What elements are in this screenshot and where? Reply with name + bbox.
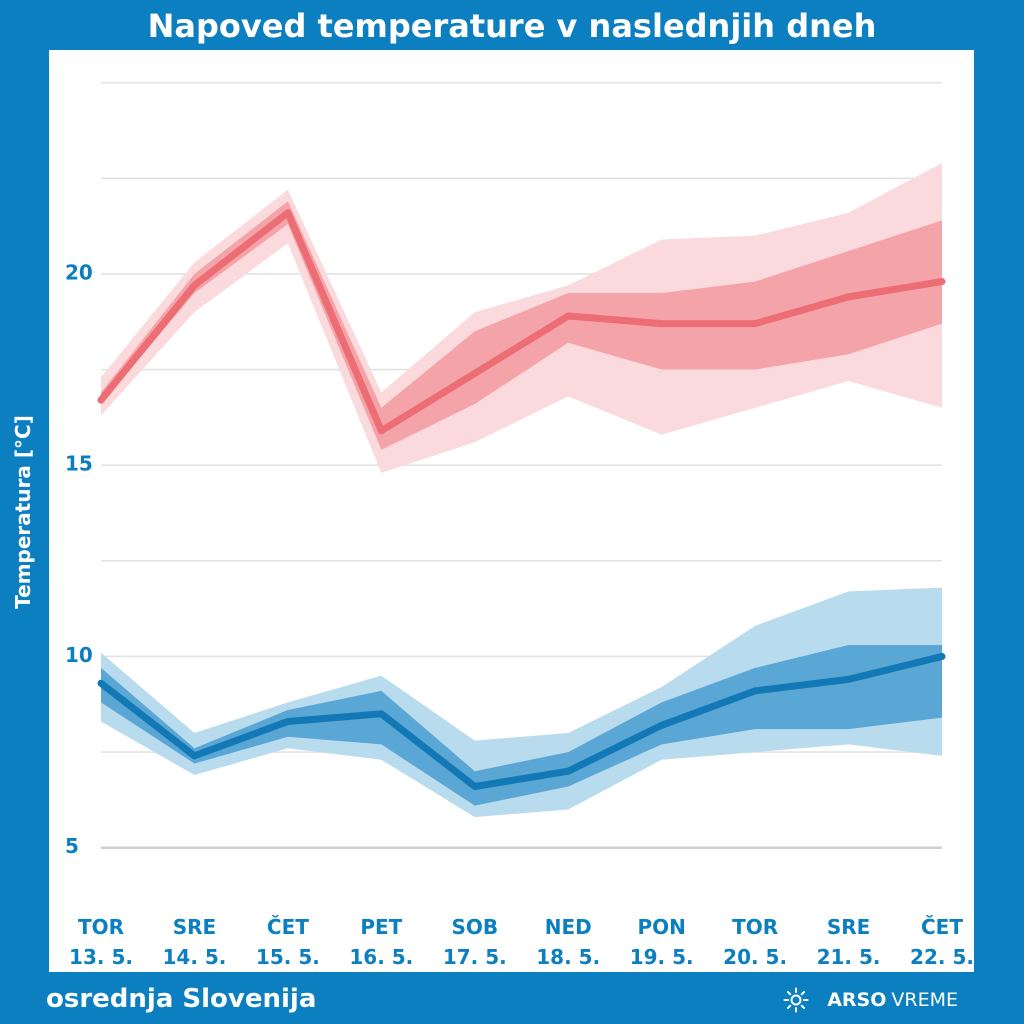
max-point xyxy=(660,322,664,326)
x-tick-day: ČET xyxy=(921,915,963,939)
x-tick-day: NED xyxy=(545,915,592,939)
region-label: osrednja Slovenija xyxy=(46,984,317,1014)
min-point xyxy=(847,677,851,681)
x-tick-date: 19. 5. xyxy=(630,945,694,969)
x-tick-day: PET xyxy=(360,915,402,939)
x-tick-date: 22. 5. xyxy=(910,945,974,969)
x-tick-date: 17. 5. xyxy=(443,945,507,969)
x-tick-date: 14. 5. xyxy=(162,945,226,969)
min-point xyxy=(940,654,944,658)
x-tick-day: PON xyxy=(637,915,685,939)
min-inner-band xyxy=(101,644,942,806)
max-point xyxy=(566,314,570,318)
x-tick-date: 21. 5. xyxy=(817,945,881,969)
brand-strong: ARSO xyxy=(827,989,887,1011)
max-point xyxy=(192,283,196,287)
x-tick-date: 20. 5. xyxy=(723,945,787,969)
x-tick-day: TOR xyxy=(732,915,778,939)
y-tick-label: 20 xyxy=(65,260,93,284)
max-point xyxy=(473,371,477,375)
max-point xyxy=(940,280,944,284)
chart-panel: 5 10 15 20 TOR 13. 5. SRE 14. 5. ČET 15. 5. PET 16.… xyxy=(49,50,974,972)
min-point xyxy=(473,784,477,788)
x-tick-date: 16. 5. xyxy=(349,945,413,969)
x-tick-day: SRE xyxy=(827,915,870,939)
y-axis-label: Temperatura [°C] xyxy=(11,415,35,609)
y-tick-label: 10 xyxy=(65,643,93,667)
x-tick-day: SRE xyxy=(173,915,216,939)
x-tick-day: ČET xyxy=(267,915,309,939)
min-point xyxy=(192,754,196,758)
chart-title: Napoved temperature v naslednjih dneh xyxy=(147,7,877,45)
min-point xyxy=(99,681,103,685)
x-tick-day: SOB xyxy=(451,915,498,939)
min-point xyxy=(753,689,757,693)
min-temperature-line xyxy=(97,652,946,790)
min-point xyxy=(379,712,383,716)
y-tick-label: 15 xyxy=(65,452,93,476)
max-point xyxy=(753,322,757,326)
temperature-chart: 5 10 15 20 TOR 13. 5. SRE 14. 5. ČET 15. 5. PET 16.… xyxy=(65,81,974,969)
max-point xyxy=(286,211,290,215)
x-tick-date: 15. 5. xyxy=(256,945,320,969)
min-outer-band xyxy=(101,587,942,818)
x-tick-date: 18. 5. xyxy=(536,945,600,969)
brand-light: VREME xyxy=(891,989,958,1011)
max-point xyxy=(379,429,383,433)
x-tick-day: TOR xyxy=(78,915,124,939)
max-temperature-line xyxy=(97,209,946,435)
max-point xyxy=(99,398,103,402)
x-tick-date: 13. 5. xyxy=(69,945,133,969)
y-tick-label: 5 xyxy=(65,834,79,858)
sun-icon xyxy=(783,987,809,1013)
min-point xyxy=(286,719,290,723)
max-point xyxy=(847,295,851,299)
min-point xyxy=(566,769,570,773)
min-point xyxy=(660,723,664,727)
arso-vreme-logo: ARSO VREME xyxy=(783,987,958,1013)
